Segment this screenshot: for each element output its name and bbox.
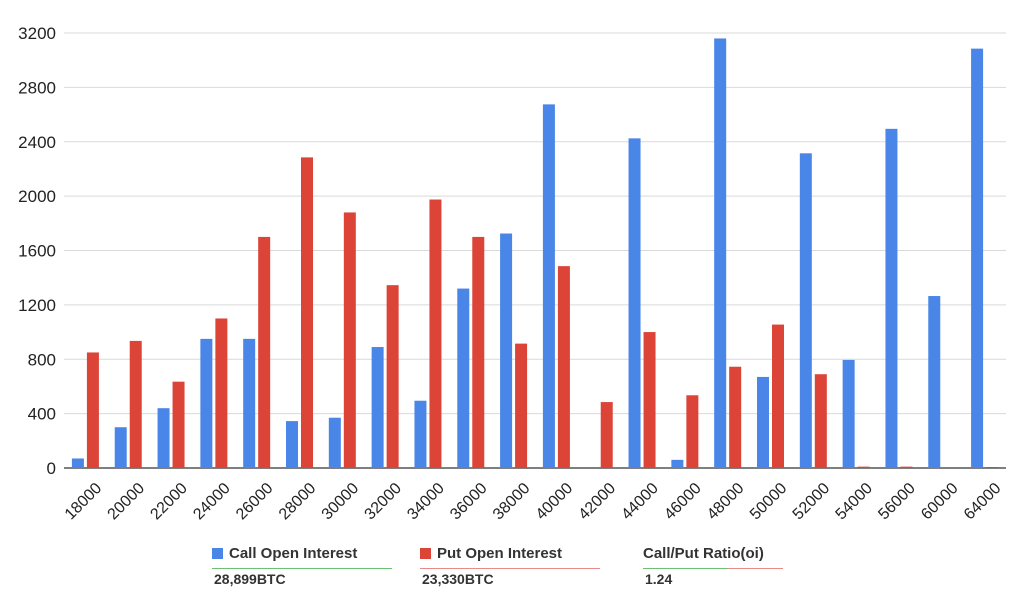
y-tick-label: 2800 [18,78,56,97]
y-tick-label: 3200 [18,24,56,43]
put-bar [814,374,827,468]
call-bar [371,347,384,468]
put-bar [600,402,613,468]
call-bar [757,376,769,468]
put-bar [129,340,142,468]
x-tick-label: 22000 [147,480,191,524]
x-tick-label: 48000 [704,480,748,524]
call-bar [671,459,684,468]
put-bar [772,324,784,468]
call-swatch [212,547,223,559]
x-tick-label: 36000 [447,480,491,524]
call-bar [200,338,213,468]
call-bar [928,296,941,468]
call-bar [885,128,898,468]
y-tick-label: 800 [28,350,56,369]
call-bar [286,421,298,468]
y-tick-label: 0 [47,459,56,478]
put-bar [86,352,99,468]
call-bar [500,233,513,468]
y-axis-ticks: 0 400 800 1200 1600 2000 2400 2800 3200 [18,24,56,478]
call-bar [799,153,812,468]
x-tick-label: 54000 [833,480,877,524]
x-tick-label: 40000 [533,480,577,524]
x-tick-label: 60000 [918,480,962,524]
legend-call-label: Call Open Interest [229,544,358,562]
call-bar [243,338,256,468]
x-tick-label: 44000 [618,480,662,524]
put-bar [386,285,399,468]
legend-call: Call Open Interest 28,899BTC [212,540,392,596]
x-tick-label: 46000 [661,480,705,524]
legend-put: Put Open Interest 23,330BTC [420,540,600,596]
call-bar [114,427,127,468]
y-tick-label: 1200 [18,296,56,315]
put-bar [986,467,999,468]
put-bar [857,466,870,468]
call-bar [971,48,984,468]
call-bar [542,104,555,468]
put-bar [301,157,313,468]
call-bar [414,400,427,468]
legend-put-value: 23,330BTC [422,571,494,587]
x-tick-label: 18000 [62,480,106,524]
call-bar [328,417,341,468]
legend-ratio-value: 1.24 [645,571,673,587]
x-tick-label: 42000 [576,480,620,524]
x-tick-label: 56000 [875,480,919,524]
put-bar [643,332,656,468]
x-tick-label: 50000 [747,480,791,524]
put-bar [557,266,570,468]
y-tick-label: 2400 [18,133,56,152]
put-bar [429,199,442,468]
put-bar [729,366,742,468]
x-tick-label: 38000 [490,480,534,524]
legend-ratio: Call/Put Ratio(oi) 1.24 [643,540,783,596]
legend-call-value: 28,899BTC [214,571,286,587]
call-bar [714,38,727,468]
x-tick-label: 26000 [233,480,277,524]
x-tick-label: 64000 [961,480,1005,524]
put-bar [515,343,528,468]
call-bar [71,458,84,468]
legend-ratio-label: Call/Put Ratio(oi) [643,544,764,562]
put-bar [258,236,271,468]
put-underline [420,568,600,569]
ratio-underline [643,568,783,569]
put-bar [472,236,485,468]
x-tick-label: 34000 [404,480,448,524]
x-tick-label: 30000 [319,480,363,524]
legend-put-label: Put Open Interest [437,544,563,562]
call-underline [212,568,392,569]
x-tick-label: 24000 [190,480,234,524]
x-tick-label: 28000 [276,480,320,524]
x-tick-label: 20000 [105,480,149,524]
call-bar [157,408,170,468]
put-bar [900,466,913,468]
y-tick-label: 400 [28,405,56,424]
put-swatch [420,547,431,559]
call-bar [842,359,855,468]
x-tick-label: 32000 [362,480,406,524]
y-tick-label: 1600 [18,242,56,261]
bars [71,38,999,468]
y-tick-label: 2000 [18,187,56,206]
put-bar [172,381,185,468]
put-bar [686,395,699,468]
put-bar [343,212,356,468]
put-bar [215,318,228,468]
x-tick-label: 52000 [790,480,834,524]
call-bar [457,288,470,468]
x-axis-ticks: 18000 20000 22000 24000 26000 28000 30000 32000… [62,480,1005,524]
call-bar [628,138,641,468]
